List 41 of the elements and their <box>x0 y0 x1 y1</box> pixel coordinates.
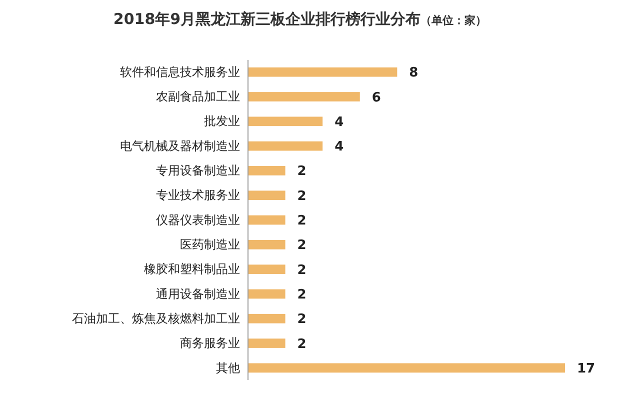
data-label: 2 <box>297 262 306 278</box>
data-label: 2 <box>297 336 306 352</box>
bar <box>248 289 286 299</box>
bar <box>248 363 565 373</box>
y-tick-label: 农副食品加工业 <box>156 90 240 104</box>
y-tick-label: 电气机械及器材制造业 <box>120 138 240 153</box>
data-label: 6 <box>372 90 381 106</box>
data-label: 17 <box>577 361 596 376</box>
bar <box>248 116 323 126</box>
bar <box>248 264 286 274</box>
y-tick-label: 石油加工、炼焦及核燃料加工业 <box>72 311 240 326</box>
data-label: 4 <box>334 140 344 155</box>
data-label: 2 <box>297 164 306 180</box>
bar <box>248 240 286 250</box>
y-tick-label: 软件和信息技术服务业 <box>120 64 240 79</box>
data-label: 8 <box>409 66 418 81</box>
bar <box>248 314 286 324</box>
y-tick-label: 橡胶和塑料制品业 <box>144 262 240 276</box>
chart-title: 2018年9月黑龙江新三板企业排行榜行业分布 <box>113 10 421 28</box>
bar <box>248 92 360 102</box>
bar <box>248 338 286 348</box>
y-tick-label: 商务服务业 <box>180 336 240 350</box>
y-tick-label: 通用设备制造业 <box>156 286 240 301</box>
y-tick-label: 医药制造业 <box>180 237 240 252</box>
y-tick-label: 专用设备制造业 <box>156 164 240 178</box>
y-tick-label: 批发业 <box>204 114 240 128</box>
y-tick-label: 专业技术服务业 <box>156 188 240 202</box>
data-label: 2 <box>297 214 306 229</box>
data-label: 2 <box>297 312 306 328</box>
bar <box>248 190 286 200</box>
bar <box>248 215 286 225</box>
chart-subtitle: （单位：家） <box>420 14 487 27</box>
data-label: 2 <box>297 288 306 303</box>
data-label: 2 <box>297 238 306 254</box>
bar <box>248 166 286 176</box>
y-tick-label: 仪器仪表制造业 <box>156 212 240 227</box>
bar <box>248 141 323 151</box>
y-tick-label: 其他 <box>216 360 240 375</box>
data-label: 4 <box>334 114 344 130</box>
data-label: 2 <box>297 188 306 204</box>
bar <box>248 67 398 77</box>
